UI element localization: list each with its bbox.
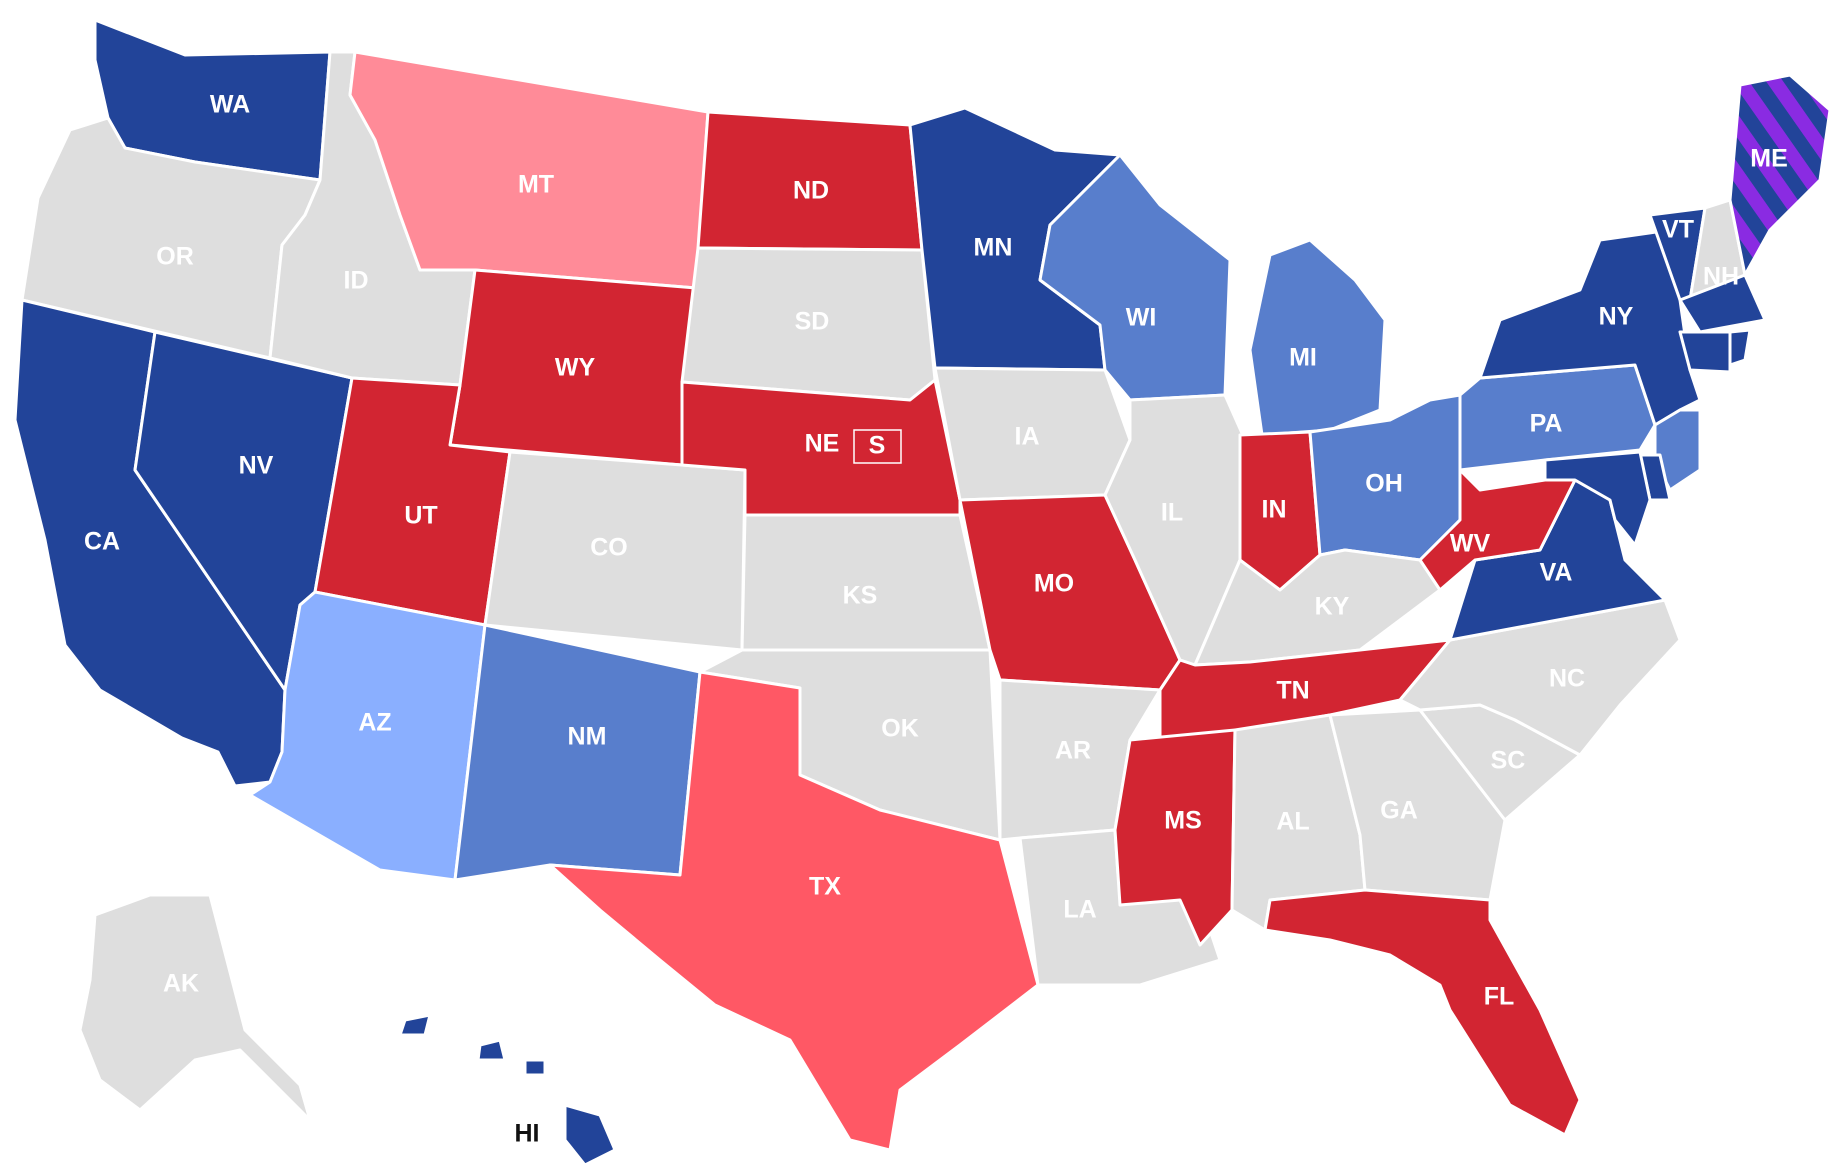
state-md[interactable]: [1543, 450, 1652, 547]
state-ri[interactable]: [1728, 328, 1752, 367]
state-nd[interactable]: [696, 110, 924, 252]
state-ks[interactable]: [740, 513, 992, 652]
special-election-marker: [853, 429, 902, 464]
state-nm[interactable]: [453, 623, 702, 882]
state-sd[interactable]: [680, 246, 937, 402]
state-ct[interactable]: [1678, 330, 1732, 374]
state-wy[interactable]: [448, 268, 698, 467]
state-mi[interactable]: [1248, 238, 1387, 437]
state-me[interactable]: [1728, 73, 1832, 277]
state-tx[interactable]: [548, 670, 1040, 1152]
state-co[interactable]: [483, 450, 747, 652]
state-fl[interactable]: [1263, 888, 1582, 1137]
state-ak[interactable]: [78, 893, 312, 1122]
state-ma[interactable]: [1678, 273, 1767, 334]
state-ia[interactable]: [933, 366, 1132, 502]
label-hi: HI: [515, 1120, 540, 1148]
state-hi[interactable]: [398, 1013, 617, 1167]
